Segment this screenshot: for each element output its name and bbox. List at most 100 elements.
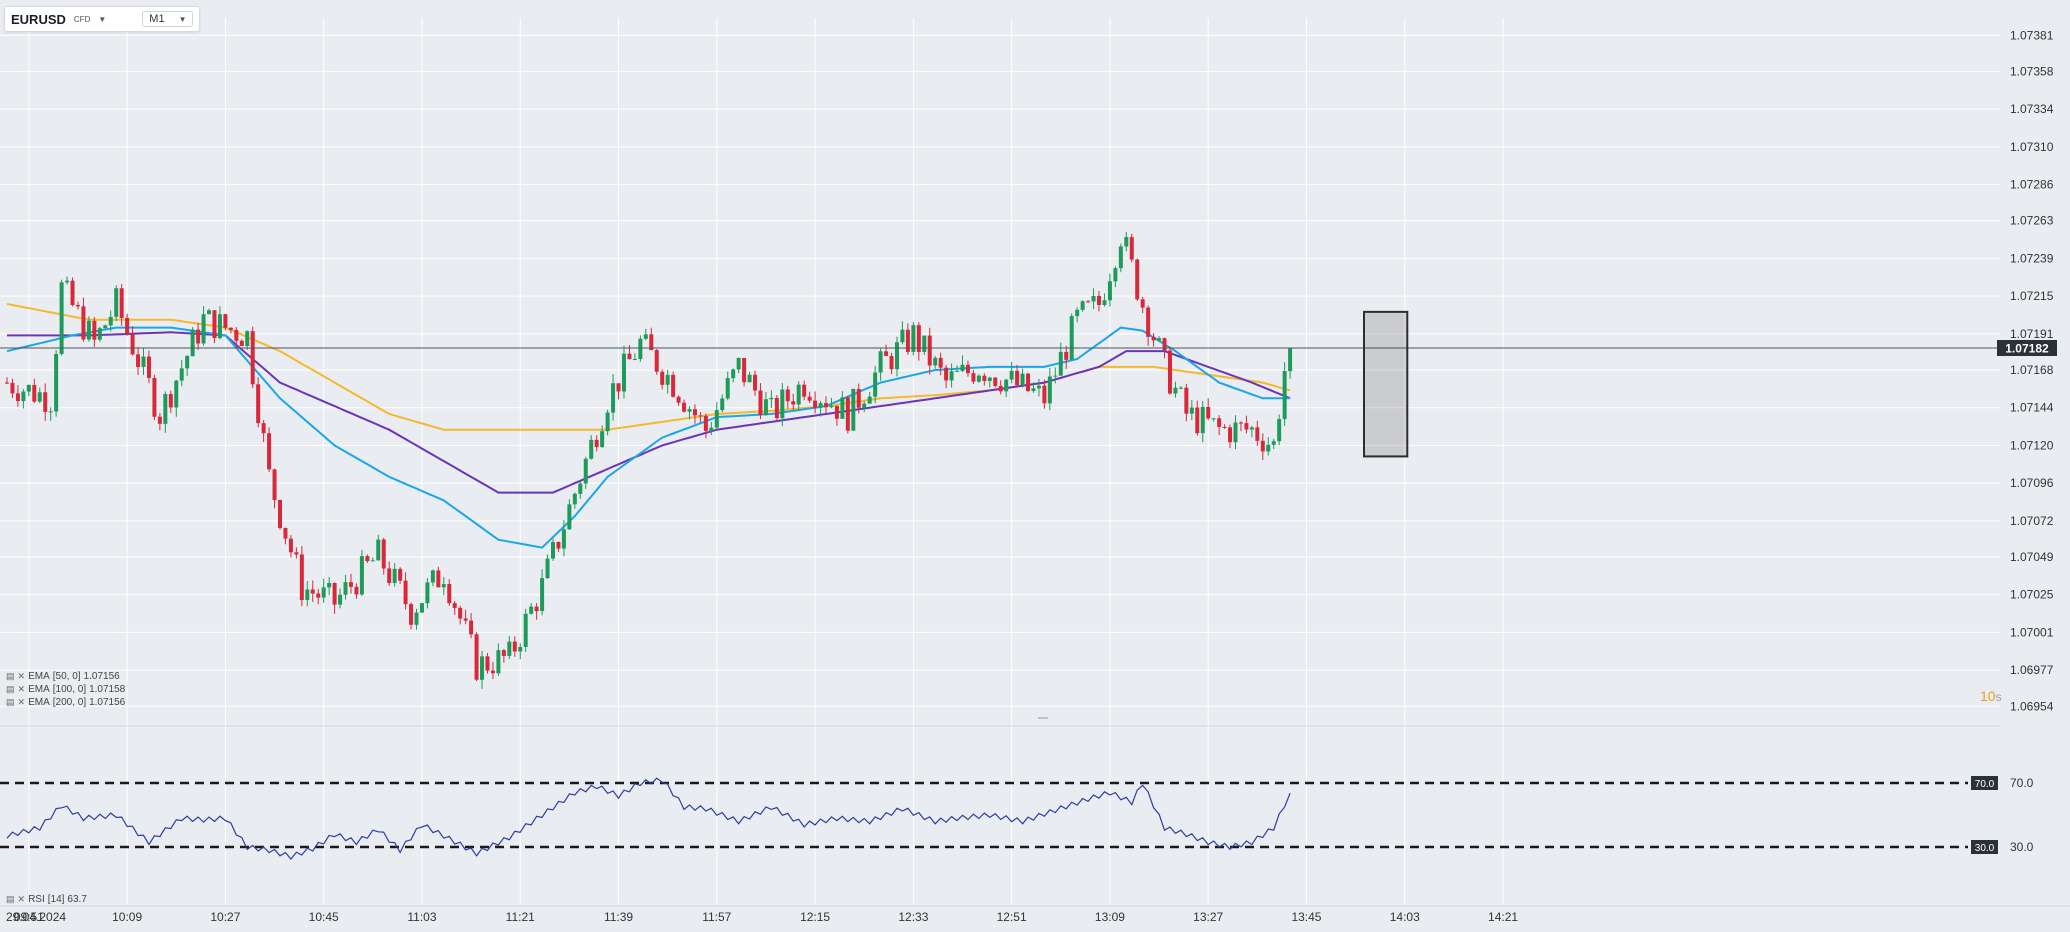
candle[interactable] [671, 374, 676, 397]
candle[interactable] [70, 280, 75, 305]
candle[interactable] [905, 329, 910, 352]
candle[interactable] [567, 504, 572, 530]
candle[interactable] [157, 416, 162, 424]
candle[interactable] [540, 578, 545, 612]
candle[interactable] [332, 583, 337, 605]
candle[interactable] [747, 374, 752, 383]
candle[interactable] [452, 603, 457, 608]
candle[interactable] [1042, 385, 1047, 404]
candle[interactable] [632, 359, 637, 361]
candle[interactable] [1140, 299, 1145, 308]
candle[interactable] [1031, 388, 1036, 392]
candle[interactable] [1151, 336, 1156, 341]
candle[interactable] [354, 586, 359, 595]
candle[interactable] [758, 390, 763, 415]
candle[interactable] [665, 374, 670, 385]
candle[interactable] [250, 331, 255, 385]
symbol-dropdown-icon[interactable]: ▼ [98, 14, 107, 24]
candle[interactable] [299, 554, 304, 600]
candle[interactable] [785, 389, 790, 402]
candle[interactable] [692, 409, 697, 416]
candle[interactable] [1233, 422, 1238, 443]
candle[interactable] [261, 423, 266, 434]
candle[interactable] [938, 357, 943, 368]
candle[interactable] [1146, 307, 1151, 337]
candle[interactable] [944, 367, 949, 381]
candle[interactable] [310, 589, 315, 594]
candle[interactable] [742, 357, 747, 383]
candle[interactable] [1206, 406, 1211, 419]
candle[interactable] [436, 570, 441, 588]
candle[interactable] [1080, 301, 1085, 310]
candle[interactable] [228, 327, 233, 330]
candle[interactable] [1173, 387, 1178, 394]
candle[interactable] [927, 335, 932, 366]
candle[interactable] [430, 570, 435, 583]
candle[interactable] [725, 378, 730, 399]
candle[interactable] [1075, 309, 1080, 317]
candle[interactable] [496, 650, 501, 674]
candle[interactable] [1260, 440, 1265, 452]
candle[interactable] [1015, 370, 1020, 386]
candle[interactable] [343, 582, 348, 595]
candle[interactable] [589, 439, 594, 459]
candle[interactable] [1118, 246, 1123, 269]
candle[interactable] [130, 333, 135, 355]
candle[interactable] [556, 542, 561, 549]
candle[interactable] [660, 371, 665, 385]
candle[interactable] [141, 356, 146, 367]
candle[interactable] [561, 529, 566, 549]
candle[interactable] [365, 556, 370, 562]
candle[interactable] [48, 411, 53, 413]
candle[interactable] [92, 320, 97, 340]
candle[interactable] [217, 314, 222, 339]
candle[interactable] [1058, 351, 1063, 376]
candle[interactable] [26, 384, 31, 392]
candle[interactable] [392, 568, 397, 583]
candle[interactable] [185, 356, 190, 369]
candle[interactable] [10, 382, 15, 394]
candle[interactable] [993, 377, 998, 386]
candle[interactable] [1097, 295, 1101, 305]
candle[interactable] [278, 500, 282, 528]
candle[interactable] [1004, 379, 1009, 392]
candle[interactable] [1266, 444, 1271, 452]
candle[interactable] [818, 403, 823, 408]
candle[interactable] [736, 357, 741, 370]
settings-icon[interactable]: ▤ [6, 894, 15, 904]
candle[interactable] [152, 377, 157, 417]
candle[interactable] [501, 650, 506, 656]
candle[interactable] [682, 402, 687, 412]
candle[interactable] [81, 306, 86, 340]
candle[interactable] [114, 288, 119, 317]
candle[interactable] [960, 364, 965, 371]
candle[interactable] [1189, 407, 1194, 414]
candle[interactable] [403, 580, 408, 605]
candle[interactable] [1135, 259, 1140, 300]
candle[interactable] [824, 403, 828, 408]
candle[interactable] [348, 582, 353, 587]
candle[interactable] [103, 325, 108, 329]
ema200-legend[interactable]: ▤ ✕ EMA [200, 0] 1.07156 [6, 697, 125, 708]
candle[interactable] [611, 383, 616, 413]
candle[interactable] [616, 383, 621, 392]
candle[interactable] [490, 670, 495, 674]
candle[interactable] [1271, 441, 1276, 445]
candle[interactable] [1249, 427, 1254, 430]
candle[interactable] [207, 310, 212, 315]
candle[interactable] [21, 391, 26, 402]
candle[interactable] [458, 607, 463, 619]
candle[interactable] [1277, 419, 1282, 442]
candle[interactable] [698, 415, 703, 417]
candle[interactable] [212, 310, 217, 339]
candle[interactable] [774, 397, 779, 419]
candle[interactable] [223, 314, 228, 328]
candle[interactable] [256, 384, 261, 424]
candle[interactable] [1178, 387, 1183, 389]
close-icon[interactable]: ✕ [17, 697, 26, 707]
candle[interactable] [507, 641, 512, 656]
candle[interactable] [1244, 423, 1249, 430]
candle[interactable] [829, 405, 834, 408]
candle[interactable] [982, 375, 987, 381]
timeframe-select[interactable]: M1 ▼ [142, 11, 194, 27]
